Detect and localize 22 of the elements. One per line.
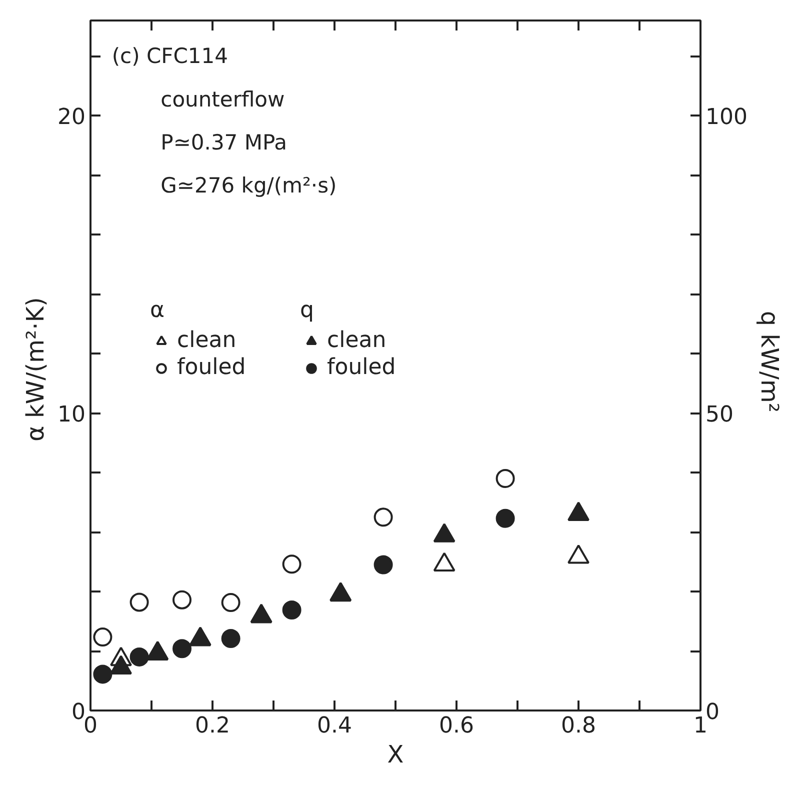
annotation: q bbox=[300, 298, 315, 323]
x-tick-label: 1 bbox=[694, 714, 708, 738]
x-tick-label: 0.4 bbox=[317, 714, 352, 738]
annotation: counterflow bbox=[160, 87, 285, 112]
y-axis-title: α kW/(m²·K) bbox=[22, 297, 50, 442]
y2-tick-label: 50 bbox=[706, 402, 734, 428]
legend-label: clean bbox=[327, 328, 386, 353]
y2-axis-title: q kW/m² bbox=[755, 310, 784, 412]
annotation: P≃0.37 MPa bbox=[160, 130, 288, 154]
legend-label: fouled bbox=[177, 355, 246, 380]
x-tick-label: 0.2 bbox=[195, 714, 230, 738]
y-tick-label: 20 bbox=[58, 105, 86, 130]
x-axis-title: X bbox=[387, 740, 404, 768]
x-tick-label: 0.8 bbox=[561, 714, 596, 738]
annotation: G≃276 kg/(m²·s) bbox=[160, 174, 337, 198]
annotation: (c) CFC114 bbox=[112, 44, 228, 68]
legend-label: fouled bbox=[327, 355, 396, 380]
y2-tick-label: 100 bbox=[706, 105, 748, 130]
x-tick-label: 0.6 bbox=[439, 714, 474, 738]
legend-label: clean bbox=[177, 328, 236, 353]
y-tick-label: 10 bbox=[58, 402, 86, 428]
annotation: α bbox=[150, 298, 166, 323]
